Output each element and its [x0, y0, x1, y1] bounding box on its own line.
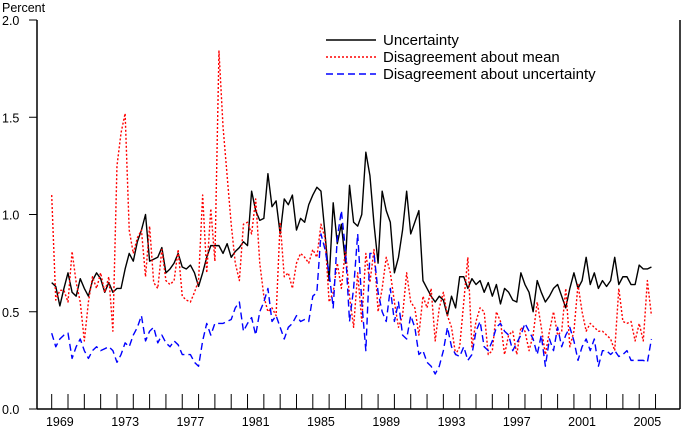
series-line-disagreement-about-uncertainty	[51, 209, 653, 375]
x-tick-label: 1989	[372, 415, 400, 428]
legend-label-disagreement-uncertainty: Disagreement about uncertainty	[383, 66, 596, 83]
legend-label-disagreement-mean: Disagreement about mean	[383, 49, 560, 66]
y-tick-label: 2.0	[2, 14, 19, 28]
series-lines	[50, 50, 653, 375]
x-tick-label: 2001	[568, 415, 596, 428]
x-tick-label: 1997	[503, 415, 531, 428]
y-tick-label: 0.0	[2, 403, 19, 417]
y-tick-label: 0.5	[2, 306, 19, 320]
x-tick-label: 1981	[242, 415, 270, 428]
series-line-disagreement-about-mean	[50, 50, 653, 356]
legend: Uncertainty Disagreement about mean Disa…	[326, 32, 596, 83]
x-tick-label: 1977	[176, 415, 204, 428]
x-tick-label: 1985	[307, 415, 335, 428]
x-tick-label: 1973	[111, 415, 139, 428]
legend-label-uncertainty: Uncertainty	[383, 32, 459, 49]
y-axis-label: Percent	[2, 1, 46, 15]
x-tick-label: 1969	[46, 415, 74, 428]
y-tick-label: 1.5	[2, 111, 19, 125]
x-tick-label: 1993	[438, 415, 466, 428]
y-tick-label: 1.0	[2, 209, 19, 223]
ticks: 0.0 0.5 1.0 1.5 2.0 1969 1973 1977 1981 1985 1989 1…	[2, 14, 661, 428]
x-tick-label: 2005	[633, 415, 661, 428]
